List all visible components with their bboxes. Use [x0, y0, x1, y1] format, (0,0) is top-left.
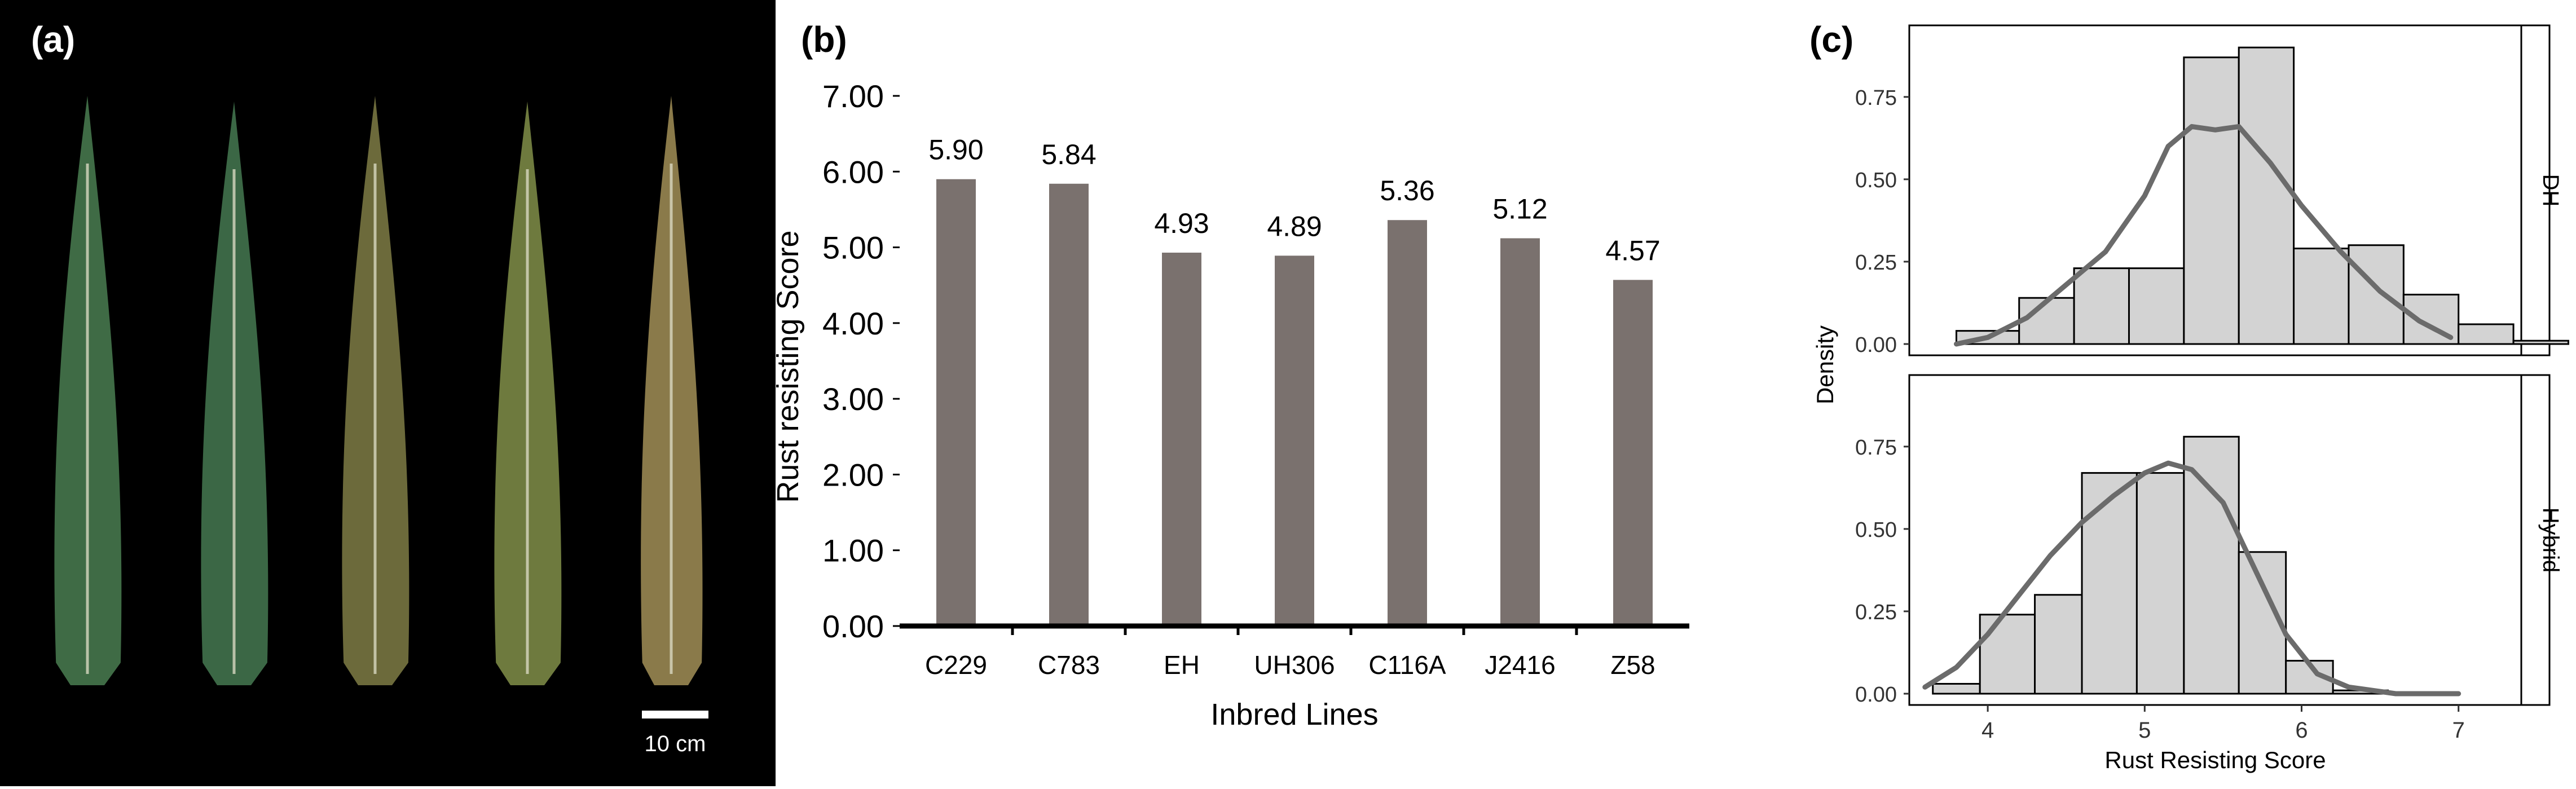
- y-tick-label: 3.00: [822, 381, 884, 417]
- y-tick-label: 0.25: [1855, 601, 1897, 624]
- histogram-bin: [2348, 244, 2405, 345]
- bar-value-label: 5.84: [1041, 139, 1096, 170]
- histogram-chart: (c) DH 0.00 0.25 0.50 0.75 Hybrid 0.00 0.25 0.50…: [1809, 19, 2569, 773]
- y-tick-label: 0.75: [1855, 436, 1897, 460]
- histogram-bin: [2293, 248, 2350, 345]
- bar-value-label: 5.90: [928, 134, 983, 166]
- histogram-bin: [2135, 472, 2185, 695]
- bar-value-label: 4.89: [1267, 210, 1322, 242]
- y-tick-label: 2.00: [822, 457, 884, 492]
- x-tick-label: J2416: [1485, 650, 1555, 680]
- bar-value-label: 4.93: [1154, 208, 1209, 239]
- x-tick-label: 6: [2295, 718, 2308, 743]
- x-tick-label: EH: [1164, 650, 1200, 680]
- y-axis-label: Density: [1812, 325, 1838, 404]
- x-axis-label: Rust Resisting Score: [2104, 747, 2326, 773]
- bar-value-label: 5.36: [1380, 175, 1434, 206]
- x-tick-label: UH306: [1254, 650, 1335, 680]
- y-tick-label: 7.00: [822, 78, 884, 114]
- bar: [1275, 255, 1314, 626]
- y-tick-label: 5.00: [822, 230, 884, 266]
- y-axis-label: Rust resisting Score: [776, 230, 805, 503]
- histogram-bin: [2073, 267, 2130, 345]
- histogram-bin: [1979, 614, 2036, 695]
- histogram-bin: [2183, 435, 2240, 695]
- facet-strip-label: DH: [2538, 174, 2563, 207]
- bar: [936, 179, 976, 626]
- bar-chart-panel: (b) 0.00 1.00 2.00 3.00 4.00 5.00 6.00 7.00 5.9…: [771, 0, 1791, 786]
- density-curve: [1954, 124, 2454, 347]
- panel-a-label: (a): [31, 19, 75, 60]
- y-tick-label: 0.50: [1855, 169, 1897, 192]
- bar: [1500, 238, 1540, 626]
- x-axis-label: Inbred Lines: [1210, 698, 1378, 731]
- histogram-bin: [2458, 323, 2515, 345]
- y-tick-label: 0.00: [822, 609, 884, 644]
- histogram-bin: [2034, 594, 2083, 695]
- bar-value-label: 5.12: [1492, 193, 1547, 224]
- histogram-panel: (c) DH 0.00 0.25 0.50 0.75 Hybrid 0.00 0.25 0.50…: [1791, 0, 2576, 786]
- x-tick-label: 5: [2138, 718, 2151, 743]
- x-tick-label: C229: [925, 650, 987, 680]
- y-tick-label: 0.50: [1855, 518, 1897, 542]
- scale-bar-label: 10 cm: [645, 731, 706, 756]
- histogram-bin: [2512, 340, 2569, 345]
- histogram-bin: [2018, 297, 2075, 345]
- bar: [1388, 220, 1427, 626]
- histogram-bin: [2128, 267, 2185, 345]
- x-tick-label: C116A: [1368, 650, 1446, 680]
- x-tick-label: Z58: [1610, 650, 1655, 680]
- y-tick-label: 0.00: [1855, 683, 1897, 707]
- x-tick-label: C783: [1038, 650, 1100, 680]
- x-tick-label: 7: [2452, 718, 2465, 743]
- histogram-bin: [2183, 56, 2240, 345]
- x-tick-label: 4: [1981, 718, 1994, 743]
- facet-strip: [2520, 374, 2551, 706]
- bar: [1049, 183, 1089, 626]
- facet-strip: [2520, 24, 2551, 356]
- histogram-bin: [2238, 46, 2295, 345]
- panel-b-label: (b): [801, 19, 847, 60]
- bar: [1613, 280, 1653, 626]
- bar-chart: (b) 0.00 1.00 2.00 3.00 4.00 5.00 6.00 7.00 5.9…: [771, 19, 1689, 731]
- leaf-photo: (a) 10 cm: [0, 0, 776, 786]
- y-tick-label: 6.00: [822, 154, 884, 189]
- y-tick-label: 0.00: [1855, 333, 1897, 357]
- y-tick-label: 1.00: [822, 533, 884, 568]
- y-tick-label: 0.25: [1855, 251, 1897, 275]
- histogram-bin: [1932, 682, 1981, 695]
- density-curve: [1922, 460, 2461, 697]
- leaf-photo-panel: (a) 10 cm: [0, 0, 776, 786]
- scale-bar: [642, 711, 708, 719]
- y-tick-label: 0.75: [1855, 86, 1897, 110]
- bar-value-label: 4.57: [1605, 235, 1660, 266]
- bar: [1162, 252, 1201, 626]
- facet-strip-label: Hybrid: [2538, 508, 2563, 573]
- panel-c-label: (c): [1809, 19, 1853, 60]
- histogram-bin: [2081, 472, 2138, 695]
- y-tick-label: 4.00: [822, 306, 884, 341]
